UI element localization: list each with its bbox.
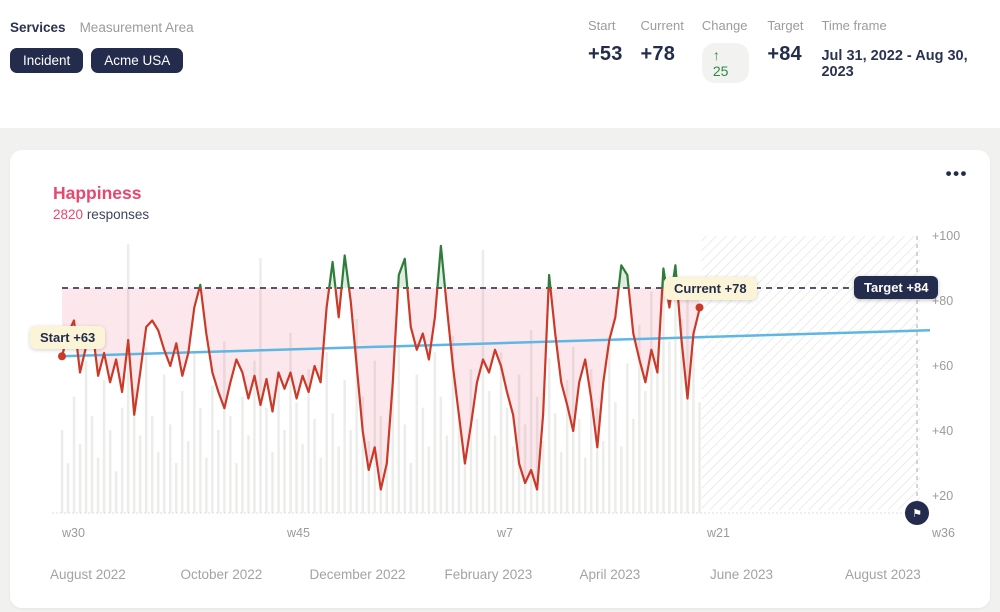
chart-title: Happiness <box>53 183 142 203</box>
change-up-badge: ↑ 25 <box>701 43 750 83</box>
response-volume-bars <box>60 244 701 514</box>
y-tick-+60: +60 <box>932 359 954 373</box>
stat-start-label: Start <box>588 18 616 33</box>
stat-current-label: Current <box>640 18 684 33</box>
card-menu-icon[interactable]: ••• <box>945 164 968 183</box>
month-tick: June 2023 <box>710 567 774 582</box>
stat-start-value: +53 <box>588 43 623 65</box>
week-tick-w45: w45 <box>287 526 310 540</box>
start-annotation: Start +63 <box>30 326 106 349</box>
metric-stats: Start +53 Current +78 Change ↑ 25 Target… <box>588 18 1000 83</box>
y-tick-+100: +100 <box>932 229 961 243</box>
filters-group: Services Measurement Area Incident Acme … <box>10 20 194 73</box>
week-tick-w30: w30 <box>62 526 85 540</box>
target-annotation: Target +84 <box>854 276 939 299</box>
month-tick: October 2022 <box>180 567 263 582</box>
target-flag-icon[interactable]: ⚑ <box>905 501 929 525</box>
month-tick: February 2023 <box>444 567 533 582</box>
services-label: Services <box>10 20 66 35</box>
incident-filter-badge[interactable]: Incident <box>10 48 84 73</box>
stat-target-label: Target <box>767 18 804 33</box>
week-tick-w7: w7 <box>497 526 513 540</box>
start-point <box>58 352 66 361</box>
stat-start: Start +53 <box>588 18 623 83</box>
month-tick: August 2022 <box>50 567 126 582</box>
happiness-line-below-target <box>60 288 701 491</box>
happiness-line-chart <box>52 236 931 514</box>
stat-change-label: Change <box>701 18 748 33</box>
month-tick: August 2023 <box>845 567 921 582</box>
stat-target: Target +84 <box>767 18 803 83</box>
stat-current: Current +78 <box>641 18 684 83</box>
month-tick: April 2023 <box>579 567 641 582</box>
acme-usa-filter-badge[interactable]: Acme USA <box>91 48 184 73</box>
y-tick-+40: +40 <box>932 424 954 438</box>
current-annotation: Current +78 <box>664 277 757 300</box>
happiness-metric-card: Happiness 2820 responses ••• Start +63 C… <box>10 150 990 608</box>
stat-change: Change ↑ 25 <box>701 18 750 83</box>
month-tick: December 2022 <box>309 567 406 582</box>
responses-count: 2820 <box>53 207 84 222</box>
top-header: Services Measurement Area Incident Acme … <box>0 0 1000 128</box>
trend-line <box>61 329 931 358</box>
stat-target-value: +84 <box>767 43 802 65</box>
week-tick-w21: w21 <box>707 526 730 540</box>
stat-timeframe: Time frame Jul 31, 2022 - Aug 30, 2023 <box>821 18 1000 83</box>
y-tick-+20: +20 <box>932 489 954 503</box>
timeframe-value: Jul 31, 2022 - Aug 30, 2023 <box>821 48 968 80</box>
week-tick-w36: w36 <box>932 526 955 540</box>
y-tick-+80: +80 <box>932 294 954 308</box>
current-point <box>695 303 704 312</box>
measurement-area-label: Measurement Area <box>79 20 194 35</box>
timeframe-label: Time frame <box>821 18 887 33</box>
stat-current-value: +78 <box>640 43 676 65</box>
responses-summary: 2820 responses <box>53 207 150 222</box>
